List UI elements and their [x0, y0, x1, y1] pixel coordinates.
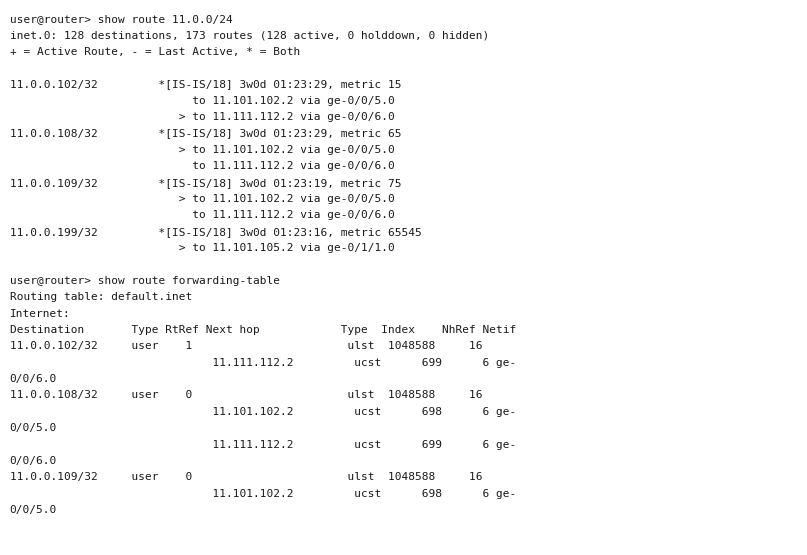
Text: 0/0/6.0: 0/0/6.0 [10, 456, 57, 466]
Text: Routing table: default.inet: Routing table: default.inet [10, 292, 192, 302]
Text: to 11.101.102.2 via ge-0/0/5.0: to 11.101.102.2 via ge-0/0/5.0 [10, 95, 395, 106]
Text: 0/0/6.0: 0/0/6.0 [10, 374, 57, 384]
Text: 11.0.0.102/32         *[IS-IS/18] 3w0d 01:23:29, metric 15: 11.0.0.102/32 *[IS-IS/18] 3w0d 01:23:29,… [10, 79, 401, 89]
Text: 11.111.112.2         ucst      699      6 ge-: 11.111.112.2 ucst 699 6 ge- [10, 440, 516, 450]
Text: 11.0.0.109/32         *[IS-IS/18] 3w0d 01:23:19, metric 75: 11.0.0.109/32 *[IS-IS/18] 3w0d 01:23:19,… [10, 178, 401, 188]
Text: + = Active Route, - = Last Active, * = Both: + = Active Route, - = Last Active, * = B… [10, 47, 300, 57]
Text: Destination       Type RtRef Next hop            Type  Index    NhRef Netif: Destination Type RtRef Next hop Type Ind… [10, 325, 516, 335]
Text: 11.0.0.108/32     user    0                       ulst  1048588     16: 11.0.0.108/32 user 0 ulst 1048588 16 [10, 391, 483, 401]
Text: 11.111.112.2         ucst      699      6 ge-: 11.111.112.2 ucst 699 6 ge- [10, 357, 516, 368]
Text: 11.0.0.199/32         *[IS-IS/18] 3w0d 01:23:16, metric 65545: 11.0.0.199/32 *[IS-IS/18] 3w0d 01:23:16,… [10, 226, 421, 237]
Text: > to 11.101.102.2 via ge-0/0/5.0: > to 11.101.102.2 via ge-0/0/5.0 [10, 145, 395, 155]
Text: > to 11.101.105.2 via ge-0/1/1.0: > to 11.101.105.2 via ge-0/1/1.0 [10, 243, 395, 253]
Text: to 11.111.112.2 via ge-0/0/6.0: to 11.111.112.2 via ge-0/0/6.0 [10, 210, 395, 220]
Text: inet.0: 128 destinations, 173 routes (128 active, 0 holddown, 0 hidden): inet.0: 128 destinations, 173 routes (12… [10, 30, 489, 41]
Text: > to 11.111.112.2 via ge-0/0/6.0: > to 11.111.112.2 via ge-0/0/6.0 [10, 112, 395, 122]
Text: user@router> show route 11.0.0/24: user@router> show route 11.0.0/24 [10, 14, 232, 24]
Text: 11.0.0.108/32         *[IS-IS/18] 3w0d 01:23:29, metric 65: 11.0.0.108/32 *[IS-IS/18] 3w0d 01:23:29,… [10, 129, 401, 139]
Text: user@router> show route forwarding-table: user@router> show route forwarding-table [10, 276, 280, 286]
Text: 0/0/5.0: 0/0/5.0 [10, 423, 57, 433]
Text: 0/0/5.0: 0/0/5.0 [10, 505, 57, 515]
Text: > to 11.101.102.2 via ge-0/0/5.0: > to 11.101.102.2 via ge-0/0/5.0 [10, 194, 395, 204]
Text: 11.101.102.2         ucst      698      6 ge-: 11.101.102.2 ucst 698 6 ge- [10, 488, 516, 499]
Text: 11.0.0.102/32     user    1                       ulst  1048588     16: 11.0.0.102/32 user 1 ulst 1048588 16 [10, 341, 483, 351]
Text: 11.0.0.109/32     user    0                       ulst  1048588     16: 11.0.0.109/32 user 0 ulst 1048588 16 [10, 472, 483, 482]
Text: Internet:: Internet: [10, 309, 70, 319]
Text: 11.101.102.2         ucst      698      6 ge-: 11.101.102.2 ucst 698 6 ge- [10, 407, 516, 417]
Text: to 11.111.112.2 via ge-0/0/6.0: to 11.111.112.2 via ge-0/0/6.0 [10, 161, 395, 171]
